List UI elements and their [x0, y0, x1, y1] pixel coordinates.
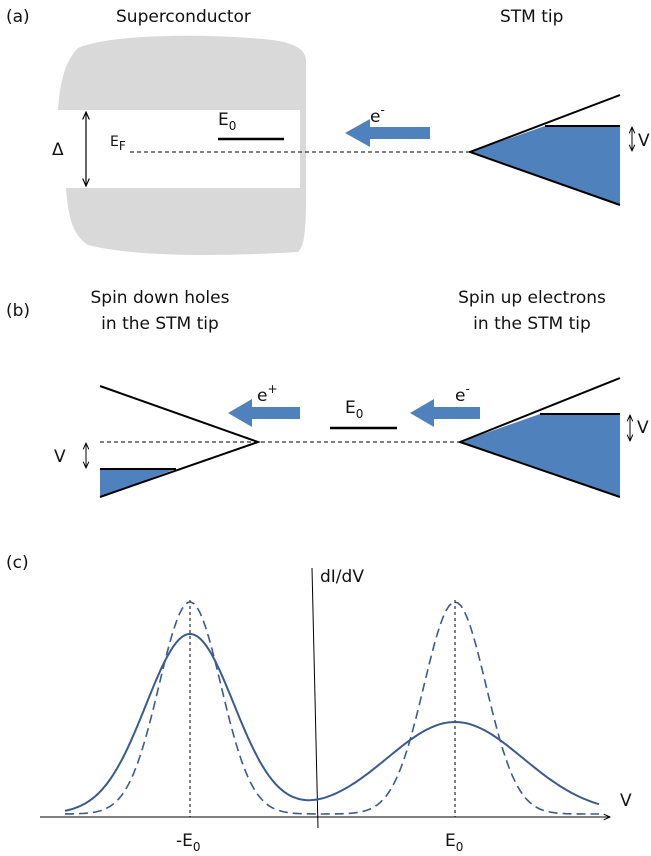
figure: (a) Superconductor STM tip Δ EF E0 e- V … — [0, 0, 651, 856]
electron-arrow — [345, 119, 430, 147]
bias-label: V — [54, 447, 66, 467]
fermi-label: EF — [110, 134, 126, 153]
panel-a: (a) Superconductor STM tip Δ EF E0 e- V — [6, 7, 650, 255]
superconductor-edge — [300, 108, 306, 190]
spin-polarized-curve — [65, 634, 599, 811]
hole-label: e+ — [257, 382, 278, 406]
bias-label: V — [637, 418, 649, 438]
tip-filled — [460, 414, 620, 497]
y-axis-label: dI/dV — [320, 567, 364, 587]
left-title: in the STM tip — [101, 314, 219, 334]
right-peak-label: E0 — [445, 831, 463, 854]
level-label: E0 — [345, 398, 363, 421]
left-peak-label: -E0 — [176, 831, 201, 854]
bias-label: V — [638, 131, 650, 151]
panel-b: (b) Spin down holes in the STM tip Spin … — [6, 288, 649, 497]
superconductor-bottom — [66, 188, 306, 255]
panel-c: (c) dI/dV V -E0 E0 — [6, 553, 632, 854]
electron-arrow — [410, 399, 480, 427]
gap-label: Δ — [52, 140, 64, 160]
y-axis — [312, 568, 318, 828]
panel-label: (a) — [6, 7, 30, 27]
panel-label: (c) — [6, 553, 29, 573]
superconductor-title: Superconductor — [116, 7, 251, 27]
electron-label: e- — [370, 103, 385, 127]
tip-filled — [470, 126, 620, 205]
right-title: Spin up electrons — [458, 288, 606, 308]
right-title: in the STM tip — [473, 314, 591, 334]
superconductor-top — [58, 36, 306, 110]
tip-title: STM tip — [500, 7, 563, 27]
left-title: Spin down holes — [91, 288, 230, 308]
panel-label: (b) — [6, 301, 30, 321]
electron-label: e- — [455, 382, 470, 406]
level-label: E0 — [218, 110, 236, 133]
x-axis-label: V — [620, 791, 632, 811]
